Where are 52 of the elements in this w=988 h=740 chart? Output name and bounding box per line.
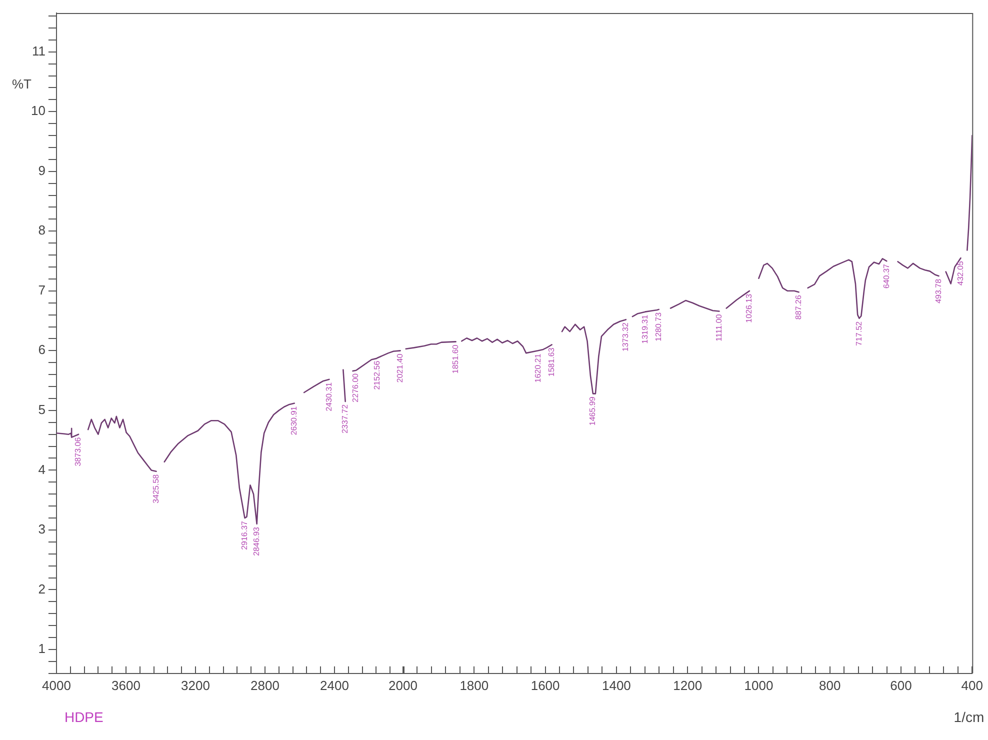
x-tick-label: 1400 <box>602 678 631 693</box>
x-tick-label: 3600 <box>112 678 140 693</box>
y-tick-label: 4 <box>38 462 46 477</box>
y-tick-label: 5 <box>38 402 46 418</box>
annotation: 3425.58 <box>151 474 160 504</box>
annotation: 2152.56 <box>372 360 382 390</box>
annotation: 1465.99 <box>588 396 598 426</box>
y-tick-label: 11 <box>32 43 46 58</box>
x-tick-label: 600 <box>890 678 912 693</box>
annotation: 1319.31 <box>640 314 650 344</box>
x-tick-label: 800 <box>819 678 841 693</box>
annotation: 2916.37 <box>240 520 249 550</box>
annotation: 2021.40 <box>395 353 404 383</box>
y-tick-label: 9 <box>38 162 46 178</box>
y-tick-label: 6 <box>38 342 46 358</box>
annotation: 493.78 <box>934 278 943 304</box>
y-tick-label: 7 <box>38 282 46 298</box>
y-tick-label: 10 <box>30 103 46 118</box>
annotation: 2430.31 <box>324 382 334 412</box>
annotation: 2846.93 <box>252 526 262 556</box>
annotation: 2337.72 <box>340 404 350 434</box>
text: HDPE <box>64 708 104 725</box>
annotation: 2630.91 <box>290 406 299 436</box>
x-tick-label: 1800 <box>460 678 489 693</box>
x-tick-label: 2000 <box>388 678 418 693</box>
annotation: 432.05 <box>956 260 965 286</box>
x-tick-label: 1200 <box>673 678 702 693</box>
x-tick-label: 1600 <box>530 678 560 693</box>
x-tick-label: 2800 <box>250 678 280 693</box>
y-tick-label: 2 <box>38 581 46 596</box>
annotation: 717.52 <box>854 320 864 346</box>
annotation: 1851.60 <box>450 344 460 374</box>
x-tick-label: 400 <box>961 678 984 693</box>
x-tick-label: 4000 <box>42 678 71 693</box>
annotation: 1280.73 <box>654 312 664 342</box>
x-tick-label: 1000 <box>744 678 774 693</box>
y-tick-label: 1 <box>38 641 46 656</box>
y-tick-label: 3 <box>38 522 46 537</box>
y-tick-label: 8 <box>38 222 46 238</box>
x-axis-title: 1/cm <box>954 708 984 725</box>
annotation: 2276.00 <box>351 372 360 402</box>
y-axis-title: %T <box>12 76 32 92</box>
annotation: 640.37 <box>882 263 891 288</box>
x-tick-label: 3200 <box>181 678 210 693</box>
annotation: 3873.06 <box>74 436 83 466</box>
annotation: 1620.21 <box>533 353 542 383</box>
annotation: 1026.13 <box>744 293 754 323</box>
annotation: 1373.32 <box>621 322 630 352</box>
annotation: 1581.63 <box>547 347 556 377</box>
annotation: 887.26 <box>794 294 804 320</box>
annotation: 1111.00 <box>714 314 724 342</box>
x-tick-label: 2400 <box>320 678 349 693</box>
